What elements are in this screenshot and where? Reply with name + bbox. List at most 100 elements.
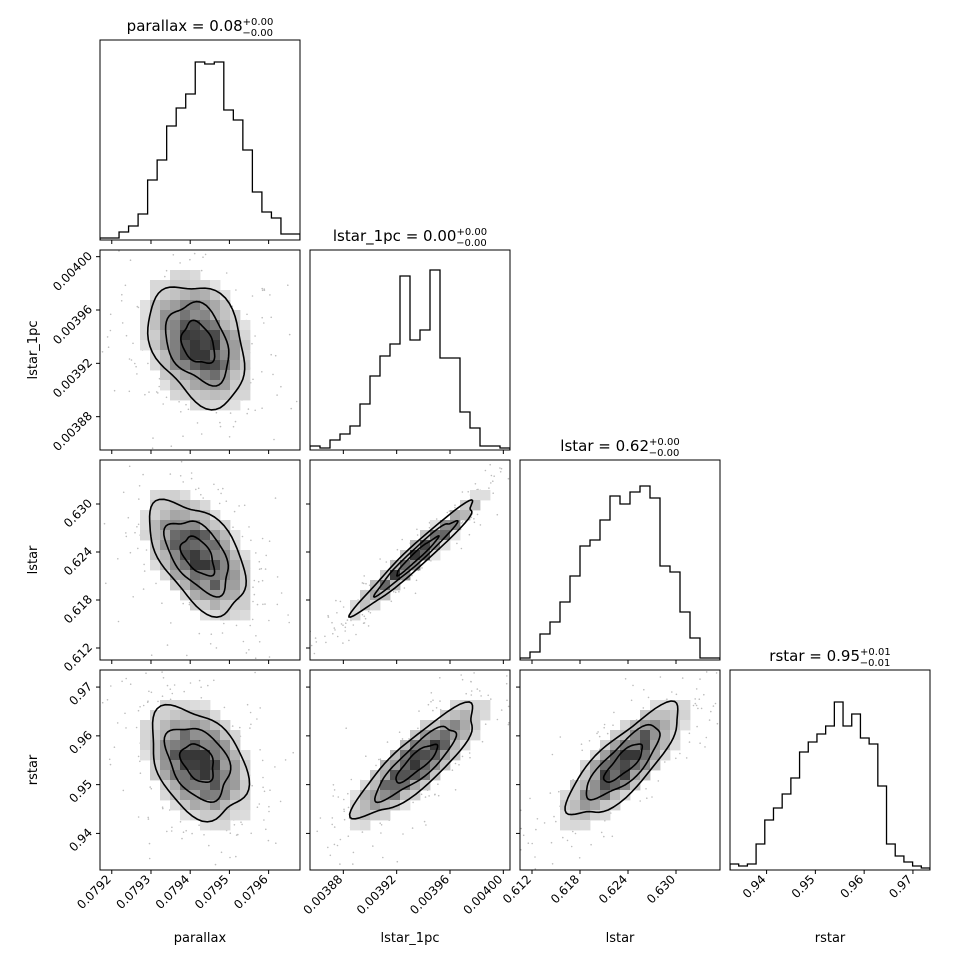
sample-point [162, 403, 164, 405]
sample-point [182, 602, 184, 605]
density-bin [240, 350, 251, 361]
sample-point [117, 558, 119, 560]
x-tick-label: 0.612 [500, 872, 534, 906]
sample-point [248, 649, 250, 651]
sample-point [327, 614, 329, 617]
sample-point [109, 763, 112, 766]
density-bin [470, 500, 481, 511]
y-axis-label: lstar [26, 545, 41, 574]
density-bin [230, 550, 241, 561]
density-bin [190, 810, 201, 821]
x-tick-label: 0.618 [548, 872, 582, 906]
density-bin [190, 310, 201, 321]
sample-point [182, 831, 185, 833]
density-bin [190, 330, 201, 341]
sample-point [203, 834, 205, 836]
axes-frame [309, 249, 511, 451]
sample-point [728, 644, 730, 646]
density-bin [220, 310, 231, 321]
density-bin [210, 820, 221, 831]
density-bin [220, 330, 231, 341]
sample-point [465, 692, 468, 695]
density-bin [220, 730, 231, 741]
sample-point [149, 786, 151, 788]
sample-point [248, 526, 250, 528]
density-bin [450, 730, 461, 741]
density-bin [230, 810, 241, 821]
sample-point [120, 300, 123, 302]
sample-point [490, 482, 492, 484]
sample-point [484, 469, 487, 472]
density-bin [220, 820, 231, 831]
density-bin [390, 560, 401, 571]
density-bin [170, 730, 181, 741]
sample-point [316, 830, 319, 833]
density-bin [470, 720, 481, 731]
density-bin [160, 300, 171, 311]
sample-point [428, 526, 431, 529]
density-bin [240, 590, 251, 601]
sample-point [695, 704, 698, 707]
sample-point [241, 823, 243, 826]
density-bin [230, 370, 241, 381]
density-bin [170, 350, 181, 361]
sample-point [511, 694, 513, 696]
density-bin [170, 360, 181, 371]
sample-point [268, 656, 271, 658]
density-bin [450, 710, 461, 721]
sample-point [508, 722, 510, 724]
x-axis-label: rstar [815, 931, 846, 946]
sample-point [675, 693, 678, 696]
density-bin [220, 400, 231, 411]
axes-frame [309, 459, 511, 661]
sample-point [129, 259, 132, 262]
sample-point [715, 672, 718, 674]
sample-point [148, 391, 150, 393]
sample-point [239, 726, 241, 729]
sample-point [348, 639, 350, 642]
sample-point [180, 426, 182, 428]
density-bin [410, 770, 421, 781]
density-bin [590, 800, 601, 811]
density-bin [210, 340, 221, 351]
sample-point [398, 591, 400, 593]
density-bin [140, 530, 151, 541]
sample-point [135, 657, 137, 659]
sample-point [516, 477, 518, 479]
sample-point [416, 534, 419, 536]
sample-point [243, 504, 246, 507]
density-bin [600, 810, 611, 821]
contour-level-1 [396, 535, 440, 577]
sample-point [514, 666, 516, 668]
density-bin [190, 400, 201, 411]
density-bin [410, 550, 421, 561]
density-bin [140, 330, 151, 341]
sample-point [483, 623, 485, 625]
sample-point [420, 793, 423, 796]
x-tick-label: 0.0793 [114, 872, 154, 912]
sample-point [121, 293, 123, 296]
sample-point [260, 567, 263, 570]
sample-point [551, 753, 554, 756]
density-bin [380, 760, 391, 771]
density-bin [190, 540, 201, 551]
sample-point [271, 879, 273, 881]
sample-point [454, 762, 457, 765]
sample-point [284, 872, 286, 874]
sample-point [437, 794, 440, 797]
density-bin [200, 380, 211, 391]
sample-point [261, 316, 264, 319]
sample-point [394, 591, 397, 594]
density-bin [220, 600, 231, 611]
density-bin [420, 780, 431, 791]
density-bin [600, 750, 611, 761]
density-bin [240, 380, 251, 391]
density-bin [150, 740, 161, 751]
density-bin [580, 760, 591, 771]
density-bin [160, 550, 171, 561]
y-axis-label: lstar_1pc [26, 321, 41, 380]
sample-point [355, 633, 357, 636]
density-bin [220, 320, 231, 331]
sample-point [171, 692, 174, 695]
